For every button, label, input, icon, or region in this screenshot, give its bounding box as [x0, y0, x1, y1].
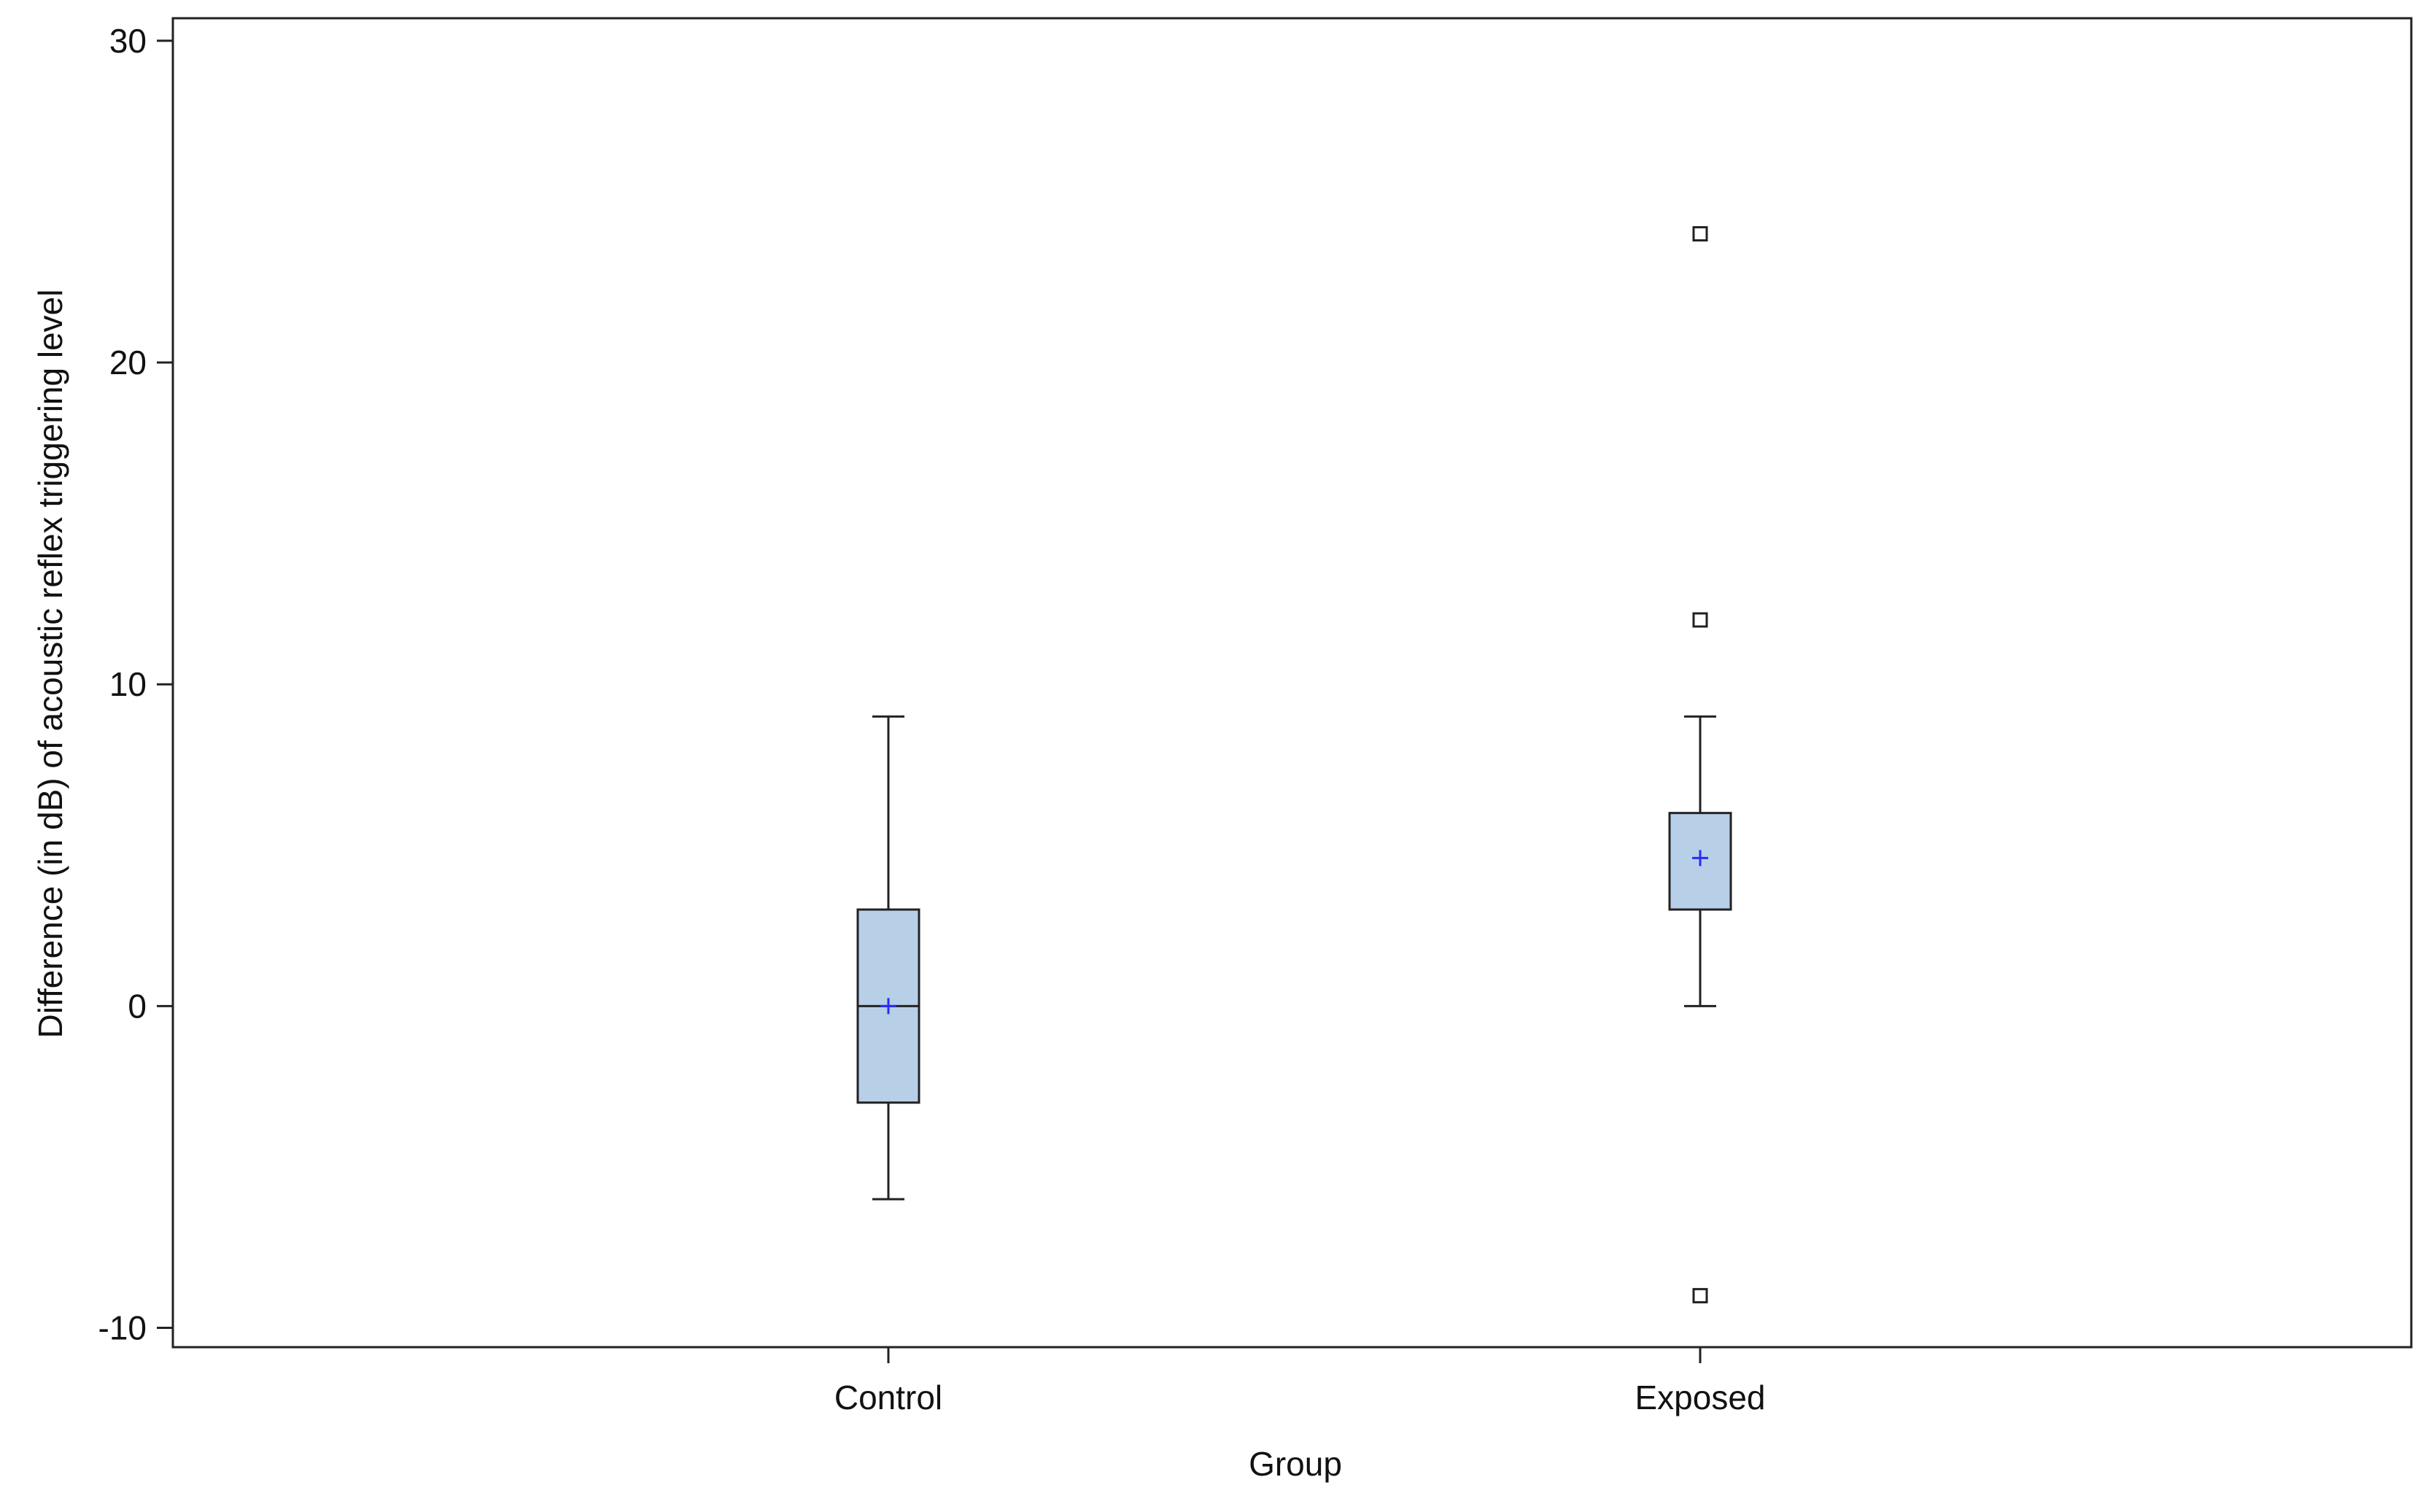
plot-frame — [171, 17, 2413, 1349]
y-tick-label: 10 — [109, 665, 147, 703]
y-tick-label: 30 — [109, 22, 147, 60]
outlier-point — [1692, 612, 1708, 628]
y-axis-title: Difference (in dB) of acoustic reflex tr… — [31, 290, 69, 1039]
boxes — [856, 226, 1732, 1303]
box-exposed — [1668, 226, 1732, 1303]
y-axis: -10 0 10 20 30 — [98, 22, 173, 1347]
outlier-point — [1692, 1287, 1708, 1303]
x-axis-title: Group — [1249, 1445, 1342, 1483]
y-tick-label: 20 — [109, 344, 147, 381]
box-control — [856, 715, 920, 1201]
x-axis: Control Exposed — [834, 1347, 1766, 1416]
x-tick-label: Exposed — [1635, 1379, 1765, 1416]
y-tick-label: 0 — [128, 987, 147, 1025]
y-tick-label: -10 — [98, 1309, 147, 1347]
outlier-point — [1692, 226, 1708, 242]
x-tick-label: Control — [834, 1379, 942, 1416]
